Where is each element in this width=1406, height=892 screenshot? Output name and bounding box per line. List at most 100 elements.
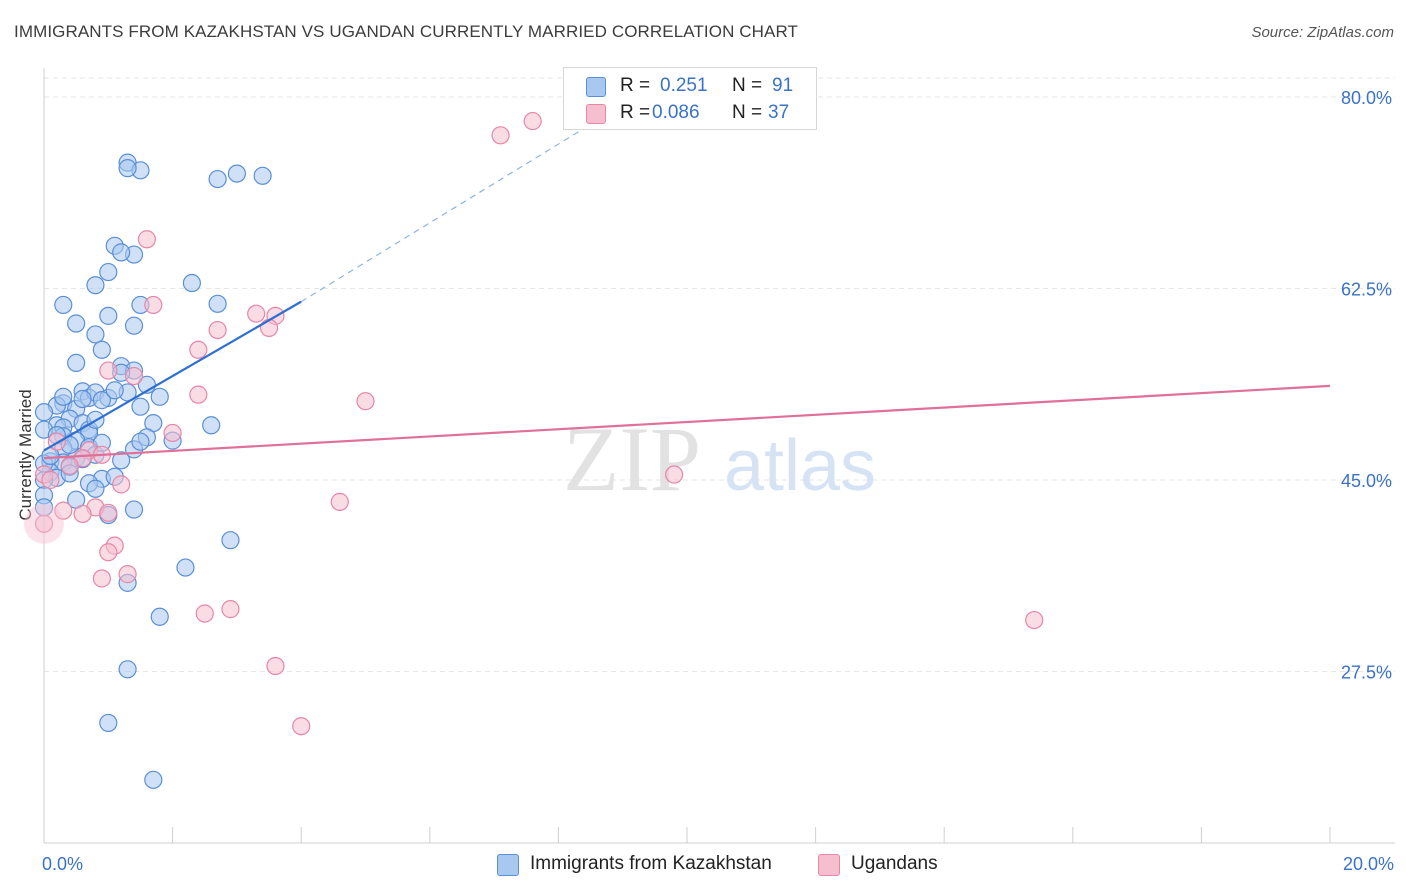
data-point-ugandans	[189, 385, 208, 404]
chart-title: IMMIGRANTS FROM KAZAKHSTAN VS UGANDAN CU…	[14, 22, 799, 41]
data-point-ugandans	[491, 126, 510, 145]
data-point-kazakhstan	[54, 387, 73, 406]
trendline-ugandans	[43, 384, 1331, 460]
stats-r-value: 0.251	[660, 75, 708, 96]
data-point-kazakhstan	[202, 416, 221, 435]
data-point-ugandans	[266, 656, 285, 676]
data-point-ugandans	[24, 503, 64, 544]
data-point-ugandans	[54, 501, 73, 520]
stats-n-label: N =	[732, 102, 763, 123]
grid-lines	[44, 77, 1395, 672]
y-tick-label: 80.0%	[1341, 88, 1392, 108]
data-point-ugandans	[92, 569, 111, 588]
watermark-atlas: atlas	[724, 426, 876, 506]
data-point-ugandans	[99, 361, 118, 380]
data-point-ugandans	[189, 340, 208, 359]
data-point-kazakhstan	[86, 479, 105, 498]
data-point-kazakhstan	[92, 340, 111, 359]
stats-r-label: R =	[620, 102, 651, 123]
data-point-ugandans	[195, 604, 214, 623]
tick-labels: 27.5% 45.0% 62.5% 80.0% 0.0% 20.0%	[42, 88, 1394, 874]
data-point-kazakhstan	[150, 387, 169, 406]
x-tick-label: 20.0%	[1343, 854, 1394, 874]
trend-lines	[43, 123, 1331, 460]
data-point-ugandans	[523, 111, 542, 131]
stats-n-value: 91	[772, 75, 794, 96]
data-point-kazakhstan	[34, 403, 54, 422]
trendline-kazakhstan-extension	[300, 123, 591, 303]
axes	[43, 68, 1395, 844]
data-point-kazakhstan	[99, 306, 118, 325]
watermark: ZIP atlas	[563, 408, 876, 510]
x-tick-label: 0.0%	[42, 854, 83, 874]
stats-swatch-kazakhstan	[586, 77, 606, 97]
source-label: Source: ZipAtlas.com	[1251, 24, 1394, 41]
stats-box: R = 0.251 N = 91 R = 0.086 N = 37	[563, 67, 817, 130]
data-point-ugandans	[41, 470, 60, 490]
legend-swatch-kazakhstan	[497, 854, 519, 876]
data-point-kazakhstan	[124, 500, 144, 519]
data-point-kazakhstan	[144, 770, 163, 789]
data-point-ugandans	[144, 295, 163, 315]
legend-swatch-ugandans	[818, 854, 840, 876]
data-point-kazakhstan	[221, 531, 240, 550]
data-point-ugandans	[124, 366, 144, 386]
trendline-kazakhstan	[43, 300, 302, 452]
data-point-ugandans	[99, 503, 118, 522]
y-tick-label: 45.0%	[1341, 471, 1392, 491]
data-point-kazakhstan	[176, 558, 195, 577]
data-point-ugandans	[259, 318, 279, 337]
data-point-kazakhstan	[208, 169, 227, 189]
data-point-ugandans	[118, 565, 137, 584]
data-point-ugandans	[292, 717, 311, 736]
data-point-ugandans	[356, 392, 375, 411]
data-point-ugandans	[665, 465, 684, 484]
legend-label-kazakhstan: Immigrants from Kazakhstan	[530, 853, 772, 874]
data-point-kazakhstan	[99, 713, 118, 733]
data-point-kazakhstan	[67, 353, 86, 373]
data-point-ugandans	[221, 600, 240, 619]
data-point-ugandans	[137, 230, 156, 249]
data-point-ugandans	[163, 423, 182, 443]
data-point-kazakhstan	[208, 294, 227, 313]
data-point-kazakhstan	[67, 314, 86, 333]
stats-r-value: 0.086	[652, 102, 700, 123]
data-point-kazakhstan	[99, 262, 118, 282]
data-point-ugandans	[330, 492, 349, 511]
data-point-ugandans	[34, 514, 54, 533]
stats-row-ugandans: R = 0.086 N = 37	[564, 101, 818, 127]
data-point-kazakhstan	[92, 391, 111, 410]
data-point-ugandans	[112, 475, 131, 494]
data-point-kazakhstan	[150, 607, 169, 626]
stats-r-label: R =	[620, 75, 651, 96]
stats-swatch-ugandans	[586, 104, 606, 124]
data-point-kazakhstan	[86, 325, 105, 344]
data-point-ugandans	[208, 320, 227, 340]
data-point-kazakhstan	[112, 451, 131, 470]
data-point-ugandans	[247, 304, 266, 323]
data-point-kazakhstan	[54, 295, 73, 315]
data-point-kazakhstan	[124, 316, 144, 335]
data-point-kazakhstan	[227, 164, 246, 183]
series-ugandans-points	[24, 111, 1044, 736]
y-tick-label: 62.5%	[1341, 280, 1392, 300]
legend-label-ugandans: Ugandans	[851, 853, 938, 874]
data-point-kazakhstan	[131, 432, 150, 451]
data-point-kazakhstan	[73, 389, 92, 409]
data-point-kazakhstan	[182, 273, 201, 293]
data-point-kazakhstan	[253, 166, 272, 185]
data-point-kazakhstan	[112, 243, 131, 262]
data-point-kazakhstan	[118, 159, 137, 178]
data-point-kazakhstan	[118, 660, 137, 679]
y-tick-label: 27.5%	[1341, 663, 1392, 683]
data-point-kazakhstan	[105, 381, 124, 400]
stats-row-kazakhstan: R = 0.251 N = 91	[564, 74, 818, 100]
data-point-ugandans	[99, 543, 118, 562]
data-point-ugandans	[73, 504, 92, 524]
stats-n-label: N =	[732, 75, 763, 96]
data-point-ugandans	[60, 456, 79, 475]
data-point-ugandans	[1025, 610, 1044, 630]
stats-n-value: 37	[768, 102, 790, 123]
data-point-kazakhstan	[86, 276, 105, 295]
